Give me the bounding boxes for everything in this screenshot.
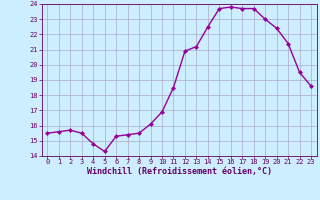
X-axis label: Windchill (Refroidissement éolien,°C): Windchill (Refroidissement éolien,°C) [87, 167, 272, 176]
